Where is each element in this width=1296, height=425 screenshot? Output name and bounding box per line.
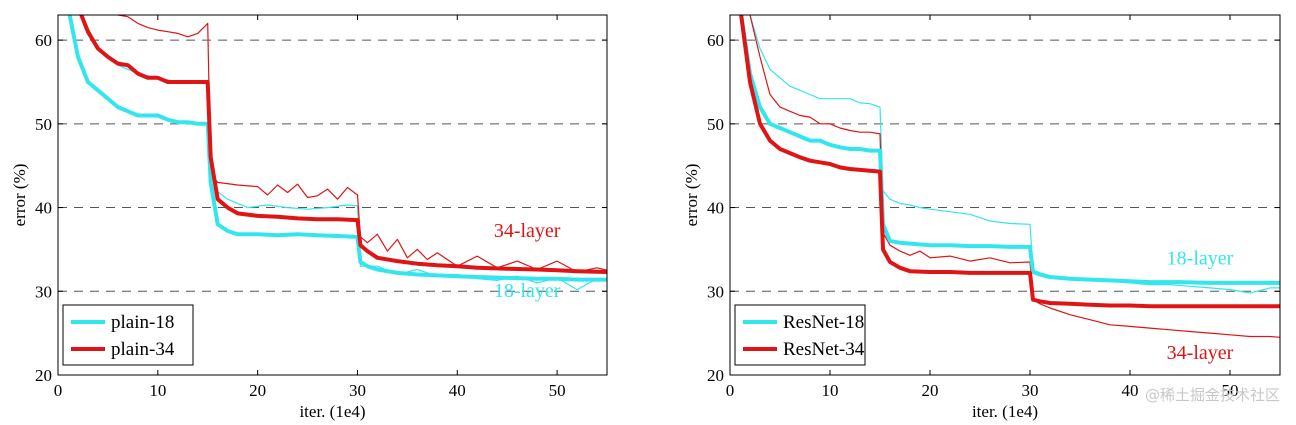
legend-box bbox=[62, 304, 194, 366]
y-tick-label: 40 bbox=[35, 199, 52, 218]
series-group bbox=[739, 15, 1280, 338]
legend: ResNet-18 ResNet-34 bbox=[734, 304, 866, 366]
series-line-plain-18 bbox=[67, 15, 607, 282]
chart-plain: 0 10 20 30 40 50 20 30 40 50 60 iter. (1e4) error (%… bbox=[10, 14, 608, 421]
series-group bbox=[67, 15, 607, 291]
legend-entry-label: plain-34 bbox=[111, 339, 175, 360]
x-tick-label: 0 bbox=[54, 381, 63, 400]
y-tick-label: 40 bbox=[707, 199, 724, 218]
x-tick-label: 0 bbox=[726, 381, 735, 400]
annotation-label: 34-layer bbox=[1167, 342, 1234, 364]
x-tick-label: 50 bbox=[549, 381, 566, 400]
x-tick-label: 10 bbox=[822, 381, 839, 400]
x-tick-label: 30 bbox=[349, 381, 366, 400]
series-line-resnet-34 bbox=[739, 15, 1280, 309]
legend-entry-label: ResNet-18 bbox=[783, 312, 864, 333]
legend-entry-label: ResNet-34 bbox=[783, 339, 865, 360]
y-axis-label: error (%) bbox=[10, 164, 29, 227]
series-line-resnet-18-val bbox=[749, 15, 1280, 294]
x-axis-label: iter. (1e4) bbox=[299, 402, 365, 421]
y-tick-label: 50 bbox=[35, 115, 52, 134]
series-line-resnet-34-val bbox=[749, 15, 1280, 338]
legend-box bbox=[734, 304, 866, 366]
series-line-resnet-18 bbox=[739, 15, 1280, 285]
x-tick-label: 30 bbox=[1022, 381, 1039, 400]
chart-resnet: 0 10 20 30 40 50 20 30 40 50 60 iter. (1e4) error (%… bbox=[682, 14, 1281, 421]
x-tick-label: 10 bbox=[149, 381, 166, 400]
x-tick-label: 40 bbox=[449, 381, 466, 400]
y-tick-label: 60 bbox=[707, 31, 724, 50]
series-line-plain-34 bbox=[79, 15, 607, 274]
x-tick-label: 20 bbox=[249, 381, 266, 400]
x-tick-label: 20 bbox=[922, 381, 939, 400]
plot-frame bbox=[729, 14, 1281, 376]
legend: plain-18 plain-34 bbox=[62, 304, 194, 366]
y-tick-label: 30 bbox=[35, 282, 52, 301]
annotation-label: 18-layer bbox=[1167, 247, 1234, 269]
series-line-plain-34-val bbox=[117, 15, 607, 273]
y-axis-label: error (%) bbox=[682, 164, 701, 227]
gridlines bbox=[730, 39, 1280, 292]
plot-frame bbox=[57, 14, 608, 376]
watermark-text: @稀土掘金技术社区 bbox=[1144, 386, 1280, 404]
y-tick-label: 30 bbox=[707, 282, 724, 301]
y-tick-label: 50 bbox=[707, 115, 724, 134]
x-axis-label: iter. (1e4) bbox=[972, 402, 1038, 421]
y-tick-label: 20 bbox=[707, 366, 724, 385]
y-tick-label: 20 bbox=[35, 366, 52, 385]
y-tick-label: 60 bbox=[35, 31, 52, 50]
x-tick-label: 50 bbox=[1222, 381, 1239, 400]
legend-entry-label: plain-18 bbox=[111, 312, 174, 333]
annotation-label: 18-layer bbox=[494, 280, 561, 302]
gridlines bbox=[58, 39, 607, 292]
series-line-plain-18-val bbox=[81, 15, 607, 291]
annotation-label: 34-layer bbox=[494, 220, 561, 242]
x-tick-label: 40 bbox=[1122, 381, 1139, 400]
